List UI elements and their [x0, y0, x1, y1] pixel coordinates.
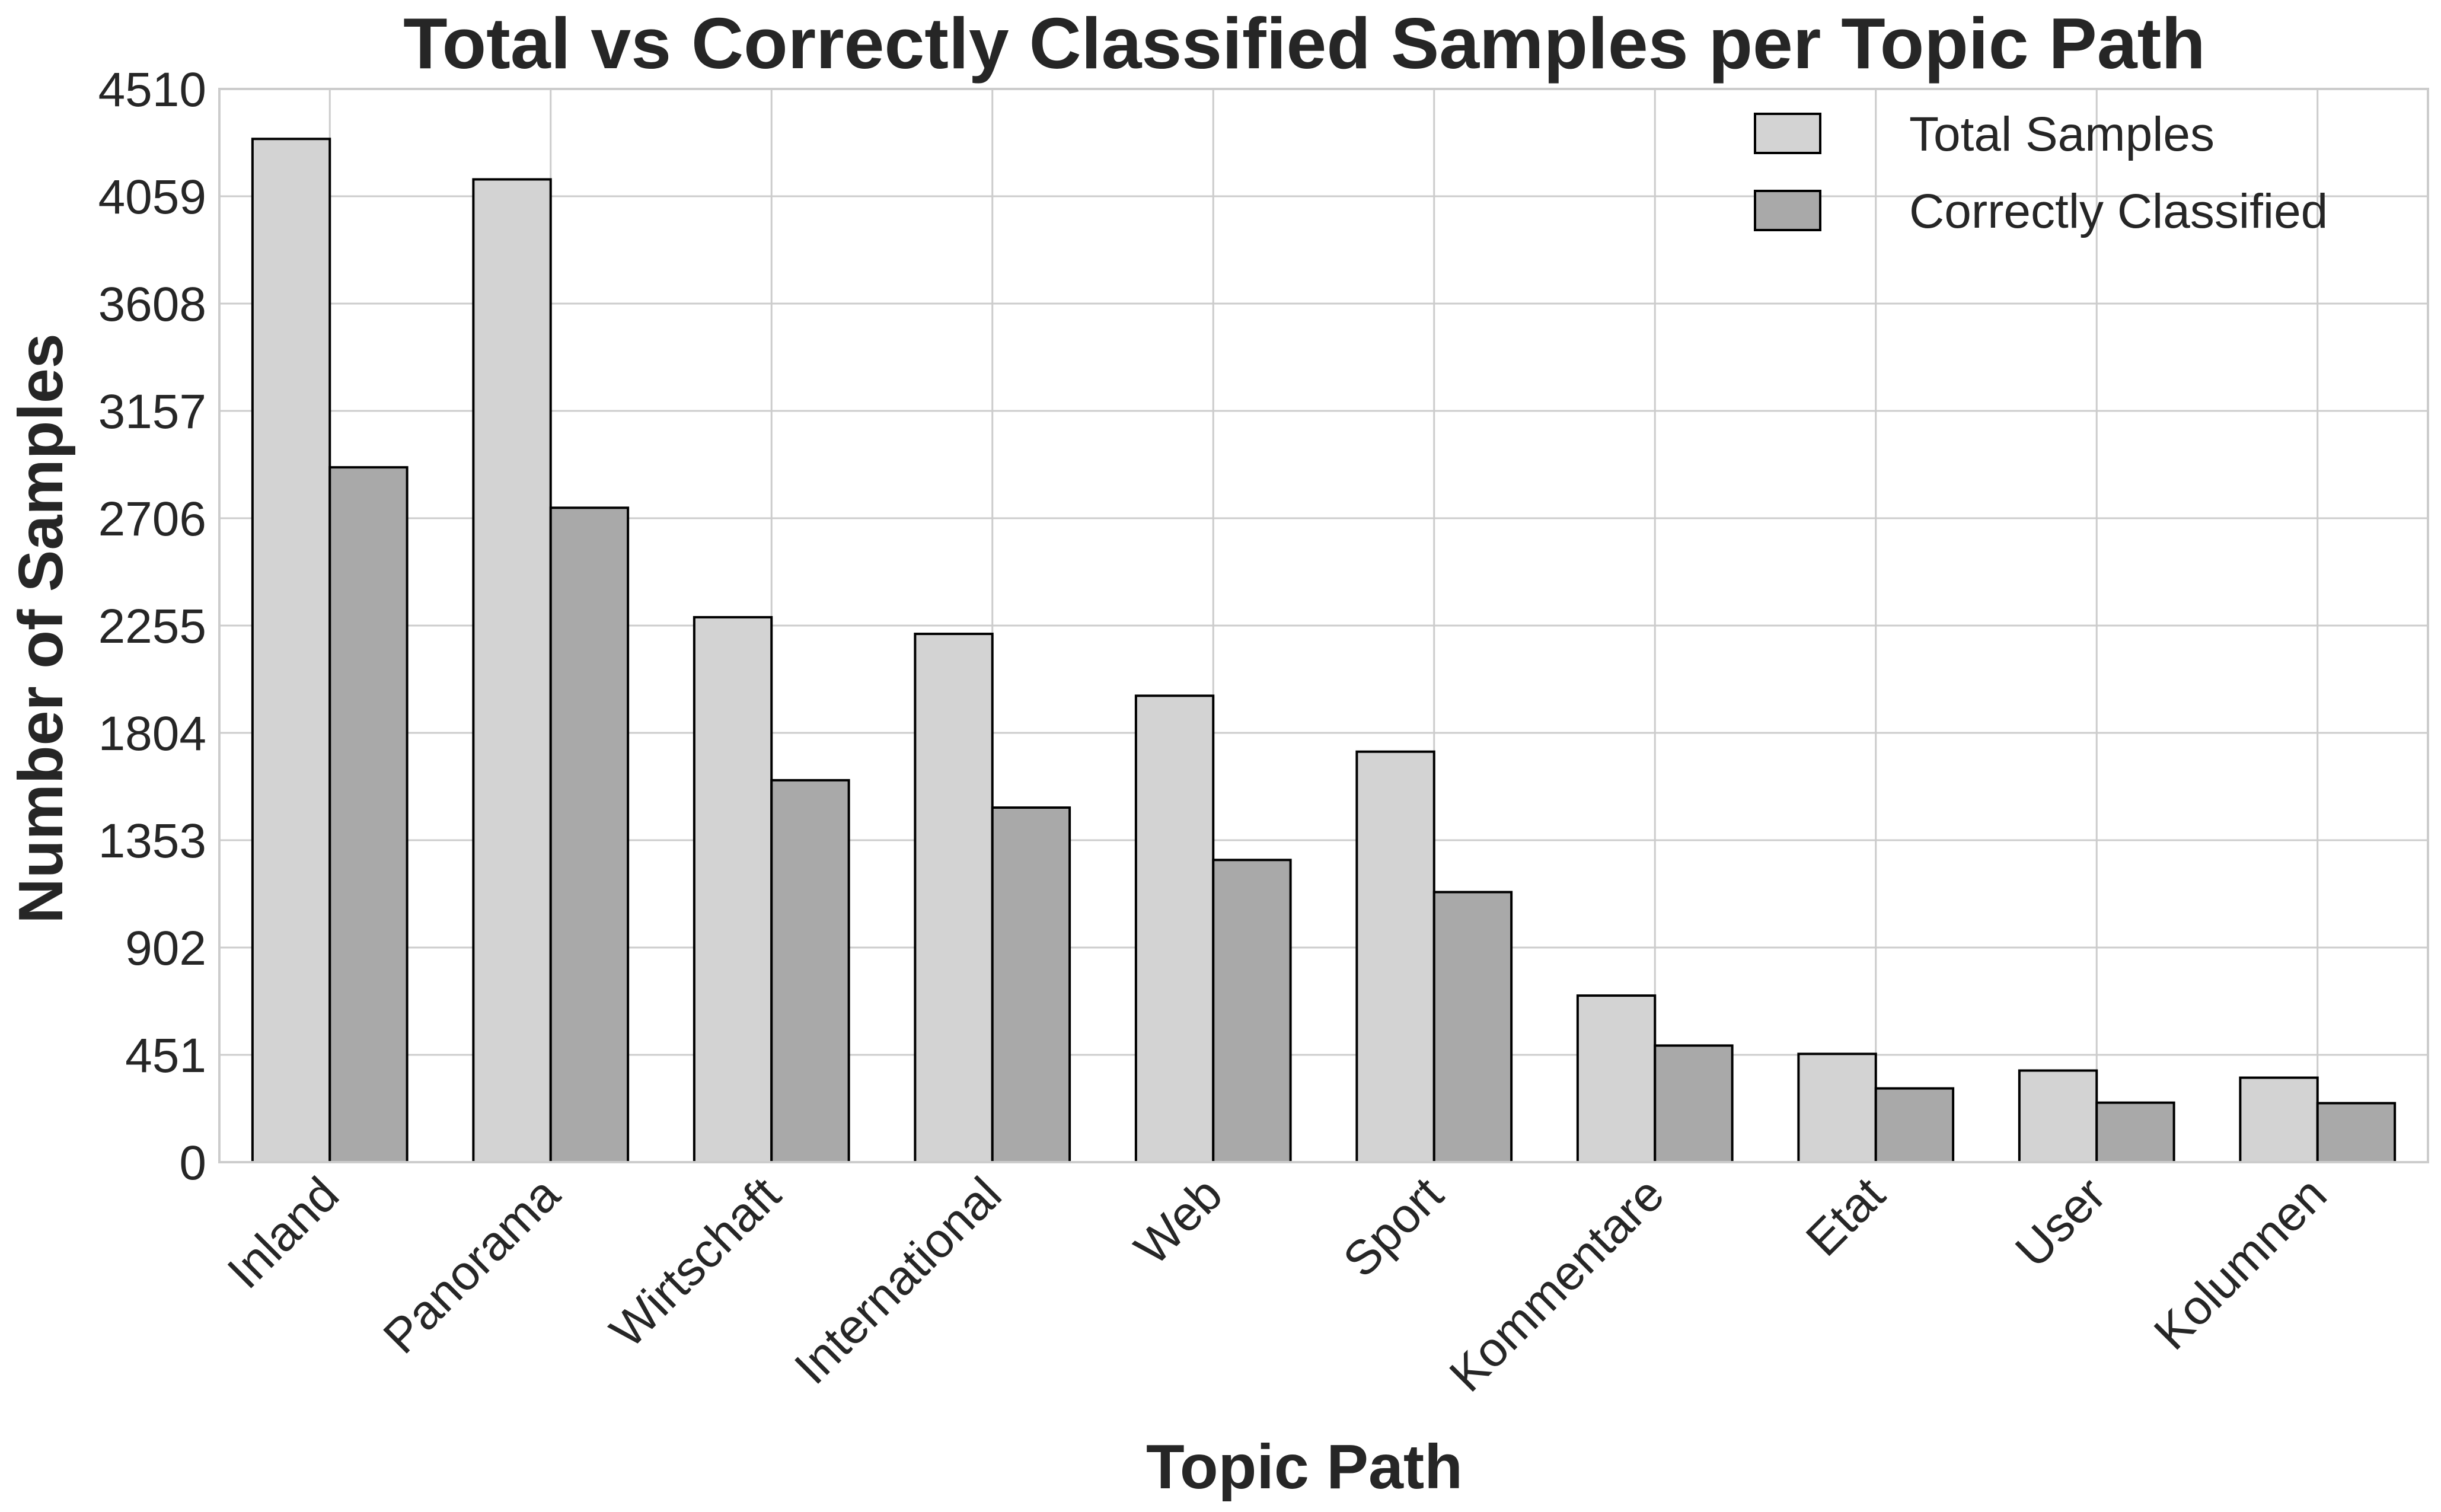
legend-label: Correctly Classified [1909, 184, 2328, 238]
legend-swatch [1754, 190, 1821, 231]
legend-swatch [1754, 113, 1821, 154]
legend-label: Total Samples [1909, 107, 2215, 161]
bar-total-samples-inland [251, 138, 331, 1163]
x-tick-label: Web [1124, 1167, 1233, 1275]
y-tick-label: 1804 [98, 707, 206, 761]
x-tick-label: Sport [1333, 1167, 1454, 1287]
bar-correctly-classified-kolumnen [2316, 1102, 2397, 1164]
bar-correctly-classified-international [991, 806, 1071, 1163]
chart-title: Total vs Correctly Classified Samples pe… [403, 3, 2206, 84]
bar-correctly-classified-wirtschaft [770, 779, 850, 1163]
y-tick-label: 902 [125, 921, 206, 975]
bar-total-samples-kolumnen [2239, 1076, 2319, 1163]
x-tick-label: Panorama [374, 1167, 570, 1364]
y-tick-label: 2706 [98, 492, 206, 546]
bar-total-samples-wirtschaft [693, 615, 773, 1164]
y-tick-label: 4510 [98, 63, 206, 117]
y-axis-ticks: 0 451 902 1353 1804 2255 2706 3157 3608 4059 4510 [98, 63, 206, 1190]
y-tick-label: 3608 [98, 277, 206, 331]
x-axis-title: Topic Path [1146, 1432, 1463, 1502]
bar-total-samples-etat [1797, 1052, 1877, 1163]
x-tick-label: Kolumnen [2144, 1167, 2337, 1360]
y-tick-label: 2255 [98, 599, 206, 653]
bar-correctly-classified-inland [328, 466, 409, 1163]
x-tick-label: Inland [218, 1167, 349, 1299]
bar-correctly-classified-user [2095, 1101, 2175, 1163]
bar-correctly-classified-web [1212, 859, 1292, 1163]
x-tick-label: Etat [1796, 1167, 1896, 1267]
bar-correctly-classified-kommentare [1654, 1044, 1734, 1164]
y-tick-label: 3157 [98, 385, 206, 439]
bar-correctly-classified-sport [1432, 891, 1513, 1163]
bar-total-samples-web [1134, 694, 1215, 1163]
plot-frame [218, 88, 2429, 1163]
bar-total-samples-kommentare [1576, 994, 1657, 1163]
y-tick-label: 1353 [98, 814, 206, 868]
bar-total-samples-panorama [472, 178, 552, 1164]
bar-total-samples-sport [1355, 750, 1435, 1163]
x-tick-label: Kommentare [1440, 1167, 1674, 1402]
legend: Total Samples Correctly Classified [1754, 107, 2328, 238]
bars [251, 138, 2397, 1164]
bar-total-samples-user [2018, 1069, 2098, 1163]
y-tick-label: 451 [125, 1029, 206, 1083]
x-tick-label: International [784, 1167, 1012, 1394]
x-tick-label: User [2005, 1167, 2116, 1278]
bar-total-samples-international [914, 633, 994, 1163]
bar-correctly-classified-panorama [549, 506, 630, 1164]
x-tick-label: Wirtschaft [600, 1167, 791, 1358]
bar-correctly-classified-etat [1874, 1087, 1955, 1163]
y-axis-title: Number of Samples [6, 333, 76, 923]
y-tick-label: 4059 [98, 170, 206, 224]
y-tick-label: 0 [179, 1136, 206, 1190]
